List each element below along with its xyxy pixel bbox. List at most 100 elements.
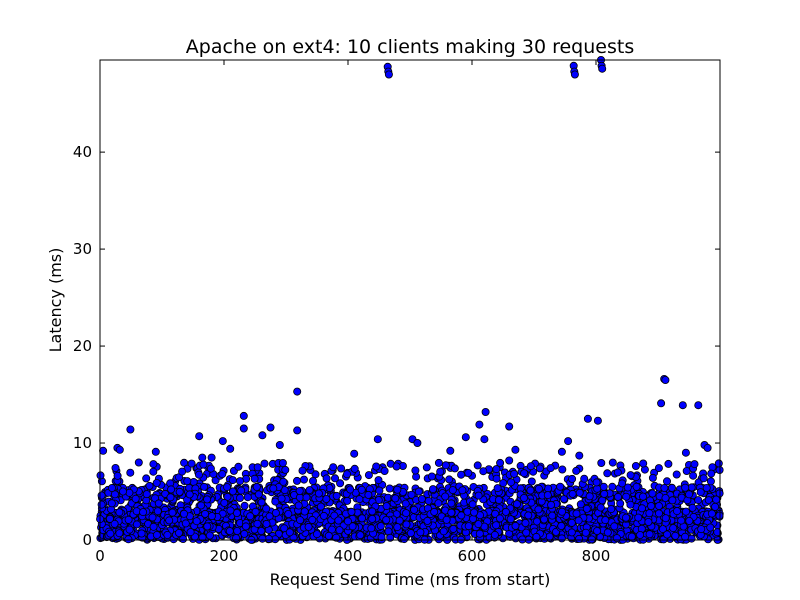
data-point (220, 498, 229, 507)
data-point (258, 431, 267, 440)
data-point (401, 499, 410, 508)
x-tick-label: 200 (210, 547, 239, 565)
data-point (368, 507, 377, 516)
data-point (706, 523, 715, 532)
data-point (457, 470, 466, 479)
data-point (312, 530, 321, 539)
data-point (696, 488, 705, 497)
data-point (603, 469, 612, 478)
data-point (250, 474, 259, 483)
data-point (115, 445, 124, 454)
data-point (151, 447, 160, 456)
data-point (663, 530, 672, 539)
data-point (441, 461, 450, 470)
data-point (337, 464, 346, 473)
data-point (329, 463, 338, 472)
data-point (707, 509, 716, 518)
data-point (257, 498, 266, 507)
data-point (149, 460, 158, 469)
data-point (598, 64, 607, 73)
data-point (547, 500, 556, 509)
data-point (574, 516, 583, 525)
data-point (110, 519, 119, 528)
data-point (682, 507, 691, 516)
data-point (475, 529, 484, 538)
data-point (661, 375, 670, 384)
data-point (260, 459, 269, 468)
data-point (187, 459, 196, 468)
data-point (587, 535, 596, 544)
data-point (97, 491, 106, 500)
data-point (364, 471, 373, 480)
data-point (332, 491, 341, 500)
data-point (492, 521, 501, 530)
data-point (199, 460, 208, 469)
data-point (448, 486, 457, 495)
data-point (639, 492, 648, 501)
data-point (446, 446, 455, 455)
data-point (688, 503, 697, 512)
data-point (423, 516, 432, 525)
data-point (411, 466, 420, 475)
data-point (186, 528, 195, 537)
data-point (237, 486, 246, 495)
data-point (402, 520, 411, 529)
data-point (702, 483, 711, 492)
data-point (239, 411, 248, 420)
y-tick-label: 40 (73, 143, 92, 161)
data-point (131, 494, 140, 503)
data-point (457, 511, 466, 520)
data-point (198, 453, 207, 462)
data-point (336, 479, 345, 488)
data-point (376, 522, 385, 531)
data-point (179, 509, 188, 518)
data-point (572, 466, 581, 475)
data-point (152, 531, 161, 540)
data-point (115, 508, 124, 517)
data-point (357, 485, 366, 494)
data-point (581, 528, 590, 537)
data-point (463, 507, 472, 516)
data-point (168, 508, 177, 517)
data-point (355, 495, 364, 504)
data-point (638, 504, 647, 513)
data-point (707, 469, 716, 478)
data-point (364, 490, 373, 499)
data-point (334, 516, 343, 525)
data-point (540, 515, 549, 524)
y-tick-label: 0 (82, 531, 92, 549)
data-point (495, 514, 504, 523)
data-point (672, 470, 681, 479)
data-point (494, 495, 503, 504)
data-point (175, 487, 184, 496)
data-point (567, 518, 576, 527)
data-point (567, 528, 576, 537)
data-point (293, 387, 302, 396)
y-axis-ticks: 0 10 20 30 40 (73, 143, 720, 549)
data-point (113, 471, 122, 480)
data-point (302, 493, 311, 502)
data-point (279, 477, 288, 486)
data-point (481, 407, 490, 416)
data-point (582, 504, 591, 513)
data-point (106, 529, 115, 538)
data-point (526, 486, 535, 495)
data-point (557, 534, 566, 543)
data-point (262, 519, 271, 528)
data-point (183, 477, 192, 486)
x-tick-label: 400 (334, 547, 363, 565)
data-point (377, 533, 386, 542)
data-point (350, 449, 359, 458)
data-point (510, 469, 519, 478)
data-point (458, 486, 467, 495)
data-point (468, 514, 477, 523)
data-point (585, 492, 594, 501)
data-point (557, 522, 566, 531)
data-point (407, 490, 416, 499)
data-point (197, 501, 206, 510)
data-points (96, 56, 724, 544)
data-point (384, 70, 393, 79)
data-point (97, 500, 106, 509)
data-point (292, 476, 301, 485)
data-point (132, 520, 141, 529)
